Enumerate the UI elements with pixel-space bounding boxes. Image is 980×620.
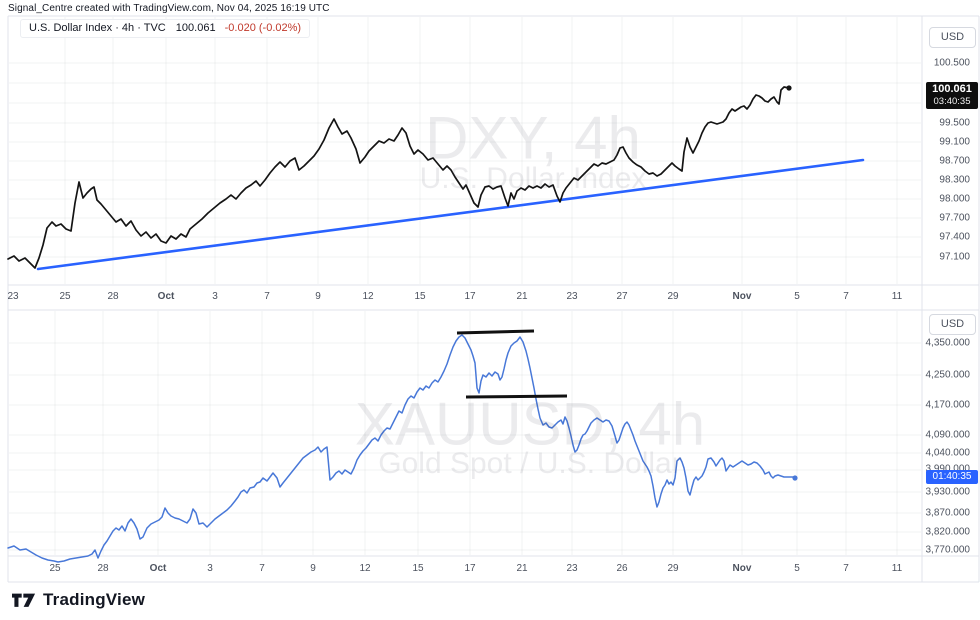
time-tick-label: 26 <box>616 563 628 574</box>
price-tick-label: 98.300 <box>939 174 970 186</box>
badge-price: 100.061 <box>932 83 972 95</box>
time-tick-label: 7 <box>264 291 270 302</box>
price-tick-label: 3,930.000 <box>925 486 971 498</box>
time-axis-bottom[interactable]: 25 28 Oct 3 7 9 12 15 17 21 23 26 29 Nov 5 7 11 <box>0 561 980 581</box>
time-tick-label: Nov <box>732 291 752 302</box>
symbol-legend: U.S. Dollar Index · 4h · TVC 100.061 -0.… <box>20 19 311 38</box>
dxy-line-series <box>7 86 790 269</box>
badge-countdown: 03:40:35 <box>933 96 971 107</box>
time-tick-label: 25 <box>49 563 61 574</box>
tradingview-logo-icon <box>12 593 36 607</box>
price-tick-label: 99.500 <box>939 117 970 129</box>
time-tick-label: 7 <box>843 291 849 302</box>
time-tick-label: 7 <box>259 563 265 574</box>
price-tick-label: 3,870.000 <box>925 507 971 519</box>
countdown-badge-xauusd: 01:40:35 <box>926 470 978 484</box>
tradingview-wordmark: TradingView <box>43 590 146 609</box>
time-tick-label: 23 <box>566 291 578 302</box>
watermark-dxy-subtitle: U.S. Dollar Index <box>419 162 647 195</box>
time-tick-label: 5 <box>794 563 800 574</box>
last-price-dot <box>792 475 798 481</box>
time-tick-label: 15 <box>412 563 424 574</box>
time-tick-label: 29 <box>667 563 679 574</box>
time-tick-label: 9 <box>315 291 321 302</box>
currency-button-bottom[interactable]: USD <box>929 314 976 335</box>
time-tick-label: 11 <box>891 291 903 302</box>
price-tick-label: 99.100 <box>939 136 970 148</box>
time-tick-label: 12 <box>362 291 374 302</box>
legend-symbol-text: U.S. Dollar Index · 4h · TVC <box>29 22 166 34</box>
price-tick-label: 4,250.000 <box>925 369 971 381</box>
time-tick-label: 23 <box>7 291 19 302</box>
time-tick-label: 27 <box>616 291 628 302</box>
price-tick-label: 97.100 <box>939 251 970 263</box>
time-tick-label: 29 <box>667 291 679 302</box>
time-tick-label: 17 <box>464 291 476 302</box>
price-tick-label: 97.700 <box>939 212 970 224</box>
time-tick-label: Oct <box>149 563 167 574</box>
time-axis-top[interactable]: 23 25 28 Oct 3 7 9 12 15 17 21 23 27 29 Nov 5 7 11 <box>0 289 980 309</box>
price-tick-label: 4,040.000 <box>925 447 971 459</box>
watermark-dxy-title: DXY, 4h <box>425 104 641 172</box>
ascending-trendline[interactable] <box>36 158 865 271</box>
time-tick-label: 28 <box>107 291 119 302</box>
legend-last-price: 100.061 <box>175 22 216 34</box>
price-tick-label: 4,090.000 <box>925 429 971 441</box>
price-tick-label: 4,350.000 <box>925 337 971 349</box>
time-tick-label: Oct <box>157 291 175 302</box>
time-tick-label: 12 <box>359 563 371 574</box>
time-tick-label: 21 <box>516 563 528 574</box>
watermark-xauusd-title: XAUUSD, 4h <box>354 390 706 458</box>
time-tick-label: 28 <box>97 563 109 574</box>
time-tick-label: 11 <box>891 563 903 574</box>
price-tick-label: 3,990.000 <box>925 463 971 475</box>
price-tick-label: 3,770.000 <box>925 544 971 556</box>
time-tick-label: 3 <box>207 563 213 574</box>
badge-countdown: 01:40:35 <box>932 471 972 482</box>
price-tick-label: 4,170.000 <box>925 399 971 411</box>
xauusd-line-series <box>7 334 796 563</box>
price-tick-label: 100.500 <box>933 57 970 69</box>
horizontal-level-line[interactable] <box>465 394 568 399</box>
time-tick-label: 9 <box>310 563 316 574</box>
attribution-text: Signal_Centre created with TradingView.c… <box>8 3 330 14</box>
last-price-dot <box>786 85 792 91</box>
last-price-badge-dxy: 100.061 03:40:35 <box>926 82 978 109</box>
price-tick-label: 98.000 <box>939 193 970 205</box>
time-tick-label: 17 <box>464 563 476 574</box>
watermark-xauusd-subtitle: Gold Spot / U.S. Dollar <box>378 447 682 480</box>
price-tick-label: 98.700 <box>939 155 970 167</box>
time-tick-label: 25 <box>59 291 71 302</box>
legend-change: -0.020 (-0.02%) <box>224 22 302 34</box>
time-tick-label: 21 <box>516 291 528 302</box>
time-tick-label: 23 <box>566 563 578 574</box>
time-tick-label: Nov <box>732 563 752 574</box>
tradingview-branding-link[interactable]: TradingView <box>12 590 145 610</box>
currency-button-top[interactable]: USD <box>929 27 976 48</box>
price-tick-label: 97.400 <box>939 231 970 243</box>
time-tick-label: 7 <box>843 563 849 574</box>
time-tick-label: 5 <box>794 291 800 302</box>
price-tick-label: 3,820.000 <box>925 526 971 538</box>
time-tick-label: 3 <box>212 291 218 302</box>
time-tick-label: 15 <box>414 291 426 302</box>
horizontal-level-line[interactable] <box>456 329 535 335</box>
